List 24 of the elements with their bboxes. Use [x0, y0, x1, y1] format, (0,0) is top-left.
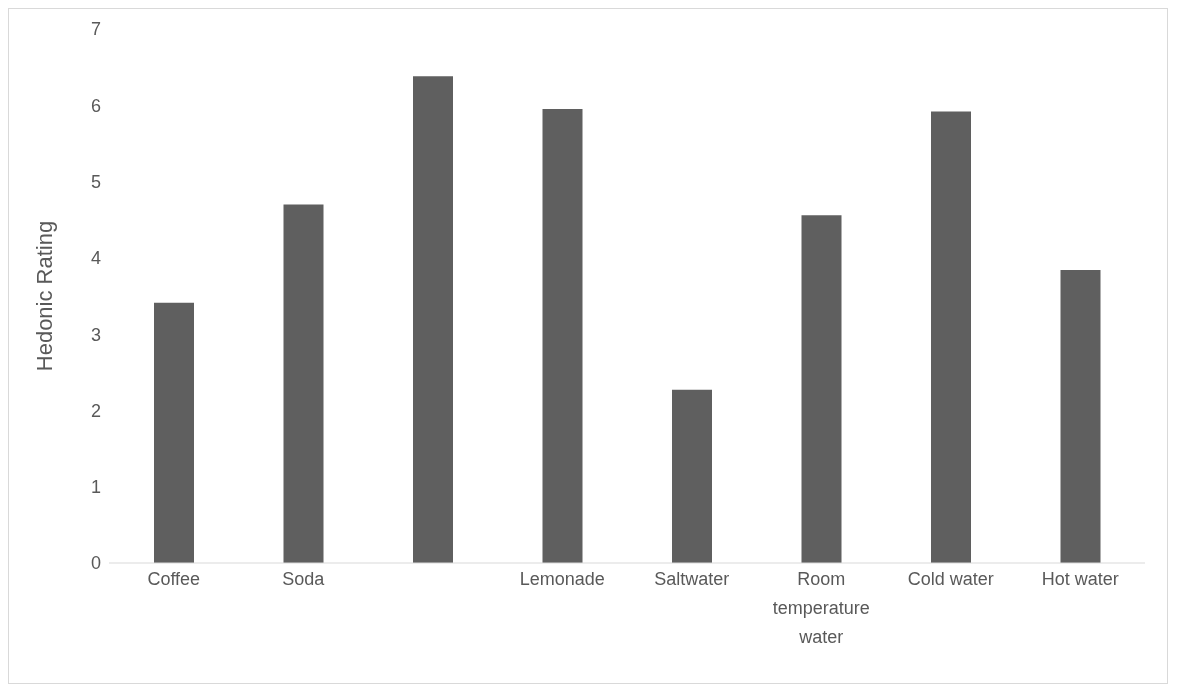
x-tick-label: Hot water [1041, 569, 1119, 589]
y-tick-label: 0 [90, 553, 101, 574]
y-tick-label: 5 [90, 171, 101, 192]
x-tick-label: Coffee [147, 569, 201, 589]
x-tick-label: Lemonade [519, 569, 605, 589]
bar [542, 109, 583, 563]
y-axis-title: Hedonic Rating [31, 220, 57, 372]
bar [154, 302, 194, 563]
bar [672, 389, 712, 563]
bar [413, 76, 453, 563]
x-tick-label: Soda [282, 569, 326, 589]
x-tick-label: Room temperature water [772, 569, 870, 647]
y-tick-label: 6 [90, 95, 101, 116]
x-tick-label: Cold water [907, 569, 994, 589]
y-tick-label: 2 [90, 400, 101, 421]
y-tick-label: 7 [90, 19, 101, 40]
y-tick-label: 1 [90, 477, 101, 498]
bar [931, 111, 971, 563]
y-tick-label: 4 [90, 248, 101, 269]
y-tick-label: 3 [90, 324, 101, 345]
bar [1060, 270, 1101, 563]
x-tick-label: Saltwater [654, 569, 730, 589]
bar [801, 215, 842, 563]
bar [283, 204, 324, 563]
